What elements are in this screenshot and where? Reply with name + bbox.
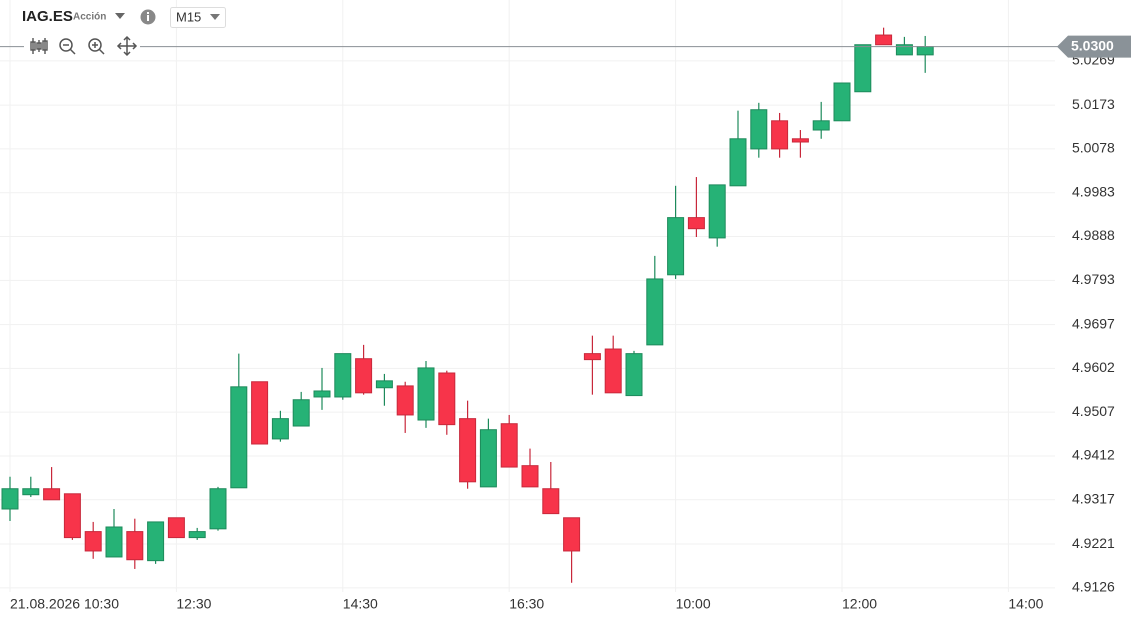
candle-body [791, 138, 809, 143]
candle-body [105, 526, 123, 558]
x-tick-label: 16:30 [509, 596, 544, 612]
candle-body [687, 217, 705, 230]
candle-body [22, 488, 40, 496]
candle-body [417, 367, 435, 421]
candle-body [895, 44, 913, 56]
candle-body [63, 493, 81, 539]
candle-body [188, 531, 206, 539]
candle-body [251, 381, 269, 445]
y-tick-label: 4.9888 [1072, 227, 1115, 243]
symbol-dropdown[interactable] [115, 13, 125, 19]
candle-body [604, 348, 622, 394]
candle-body [438, 372, 456, 426]
candle-body [167, 517, 185, 539]
grid: 4.9126 4.9221 4.9317 4.9412 4.9507 4.9602 4.96… [0, 0, 1115, 612]
zoom-in-button[interactable] [88, 38, 105, 55]
candle-body [271, 418, 289, 440]
instrument-type: Acción [73, 12, 106, 23]
candle-body [355, 358, 373, 394]
candle-body [230, 386, 248, 489]
x-tick-label: 10:00 [676, 596, 711, 612]
y-tick-label: 4.9317 [1072, 490, 1115, 506]
candle-body [500, 423, 518, 468]
last-price-label: 5.0300 [1071, 37, 1114, 53]
x-tick-label: 21.08.2026 10:30 [10, 596, 119, 612]
candle-body [1, 488, 19, 510]
candle-body [667, 217, 685, 276]
candle-body [313, 390, 331, 398]
candle-type-button[interactable] [30, 38, 48, 54]
timeframe: M15 [176, 9, 201, 24]
y-tick-label: 4.9793 [1072, 271, 1115, 287]
x-tick-label: 14:30 [343, 596, 378, 612]
y-tick-label: 5.0173 [1072, 96, 1115, 112]
candle-body [708, 184, 726, 239]
candle-body [209, 488, 227, 530]
candle-body [729, 138, 747, 187]
y-tick-label: 5.0078 [1072, 140, 1115, 156]
last-price-tag [1057, 35, 1131, 58]
x-tick-label: 12:00 [842, 596, 877, 612]
candle-body [521, 465, 539, 488]
candle-body [625, 353, 643, 397]
y-tick-label: 4.9221 [1072, 535, 1115, 551]
overlay: 5.0300 [0, 35, 1131, 58]
y-tick-label: 4.9126 [1072, 579, 1115, 595]
candle-body [126, 531, 144, 561]
y-tick-label: 4.9697 [1072, 315, 1115, 331]
pan-button[interactable] [116, 35, 138, 57]
candle-body [812, 120, 830, 131]
candles [1, 27, 934, 583]
zoom-out-button[interactable] [59, 38, 76, 55]
candle-body [771, 120, 789, 150]
candle-body [479, 429, 497, 488]
x-tick-label: 12:30 [176, 596, 211, 612]
candle-body [147, 521, 165, 562]
timeframe-select[interactable]: M15 [170, 7, 226, 28]
candle-body [875, 34, 893, 46]
y-tick-label: 4.9507 [1072, 403, 1115, 419]
y-tick-label: 4.9412 [1072, 447, 1115, 463]
candle-body [43, 488, 61, 501]
toolbar [24, 34, 140, 58]
info-icon[interactable] [140, 9, 156, 25]
candle-body [292, 399, 310, 427]
x-tick-label: 14:00 [1008, 596, 1043, 612]
candle-body [750, 109, 768, 150]
header: IAG.ES Acción M15 [22, 7, 226, 28]
candle-body [646, 278, 664, 346]
candle-body [375, 380, 393, 389]
candle-body [916, 46, 934, 56]
candle-body [84, 531, 102, 552]
candle-body [563, 517, 581, 552]
candle-body [854, 44, 872, 93]
candle-body [833, 82, 851, 122]
y-tick-label: 4.9602 [1072, 359, 1115, 375]
candle-body [334, 353, 352, 398]
candle-body [542, 488, 560, 515]
symbol: IAG.ES [22, 8, 73, 25]
candle-body [583, 353, 601, 361]
candle-body [459, 418, 477, 483]
candle-body [396, 385, 414, 416]
y-tick-label: 4.9983 [1072, 183, 1115, 199]
